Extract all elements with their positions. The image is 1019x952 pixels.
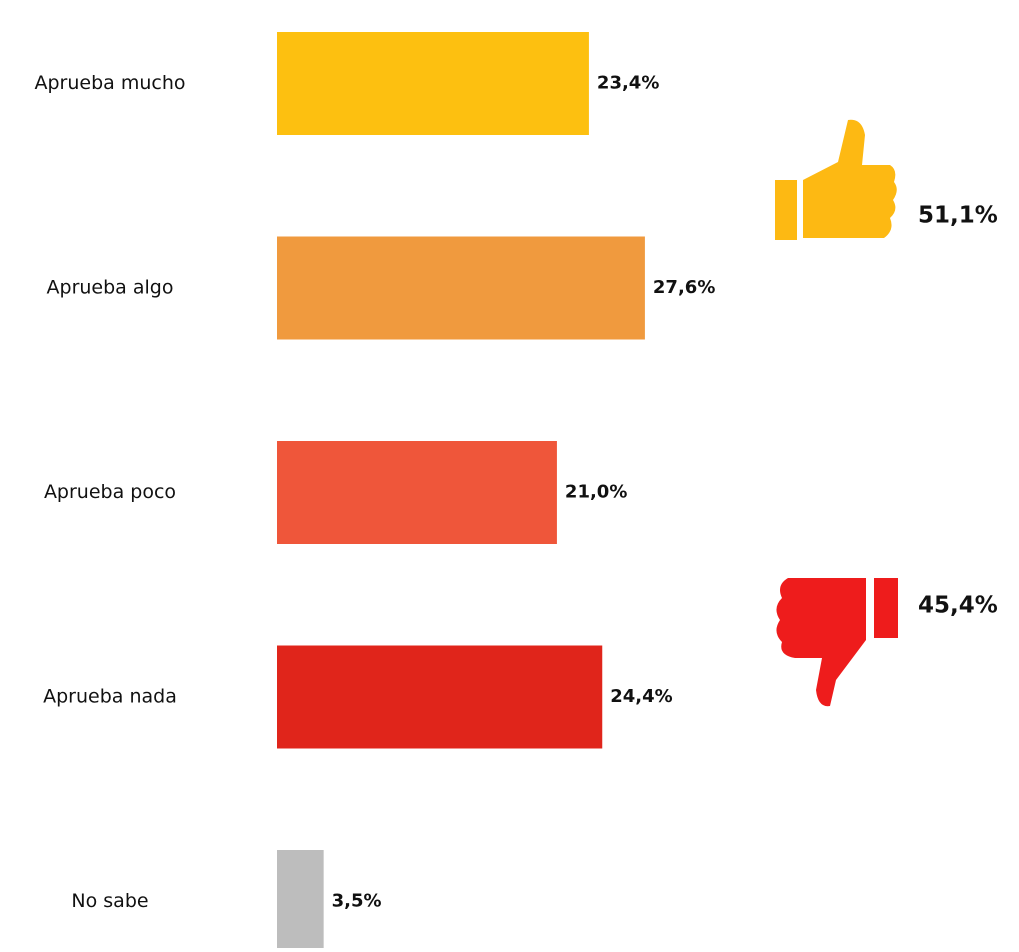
- value-label: 21,0%: [565, 482, 627, 503]
- bar: [277, 32, 589, 135]
- category-label: Aprueba algo: [47, 277, 174, 299]
- value-label: 24,4%: [610, 686, 672, 707]
- category-label: No sabe: [71, 890, 148, 912]
- annotation: 45,4%: [918, 593, 998, 619]
- thumbs-up-icon: [775, 119, 897, 240]
- value-label: 23,4%: [597, 73, 659, 94]
- bar: [277, 441, 557, 544]
- annotation: 51,1%: [918, 203, 998, 229]
- thumbs-down-icon: [776, 578, 898, 707]
- bar: [277, 850, 324, 948]
- value-label: 27,6%: [653, 277, 715, 298]
- bar: [277, 236, 645, 340]
- category-label: Aprueba nada: [43, 686, 177, 708]
- category-label: Aprueba mucho: [34, 72, 185, 94]
- bar: [277, 645, 603, 749]
- category-label: Aprueba poco: [44, 481, 176, 503]
- value-label: 3,5%: [332, 891, 382, 912]
